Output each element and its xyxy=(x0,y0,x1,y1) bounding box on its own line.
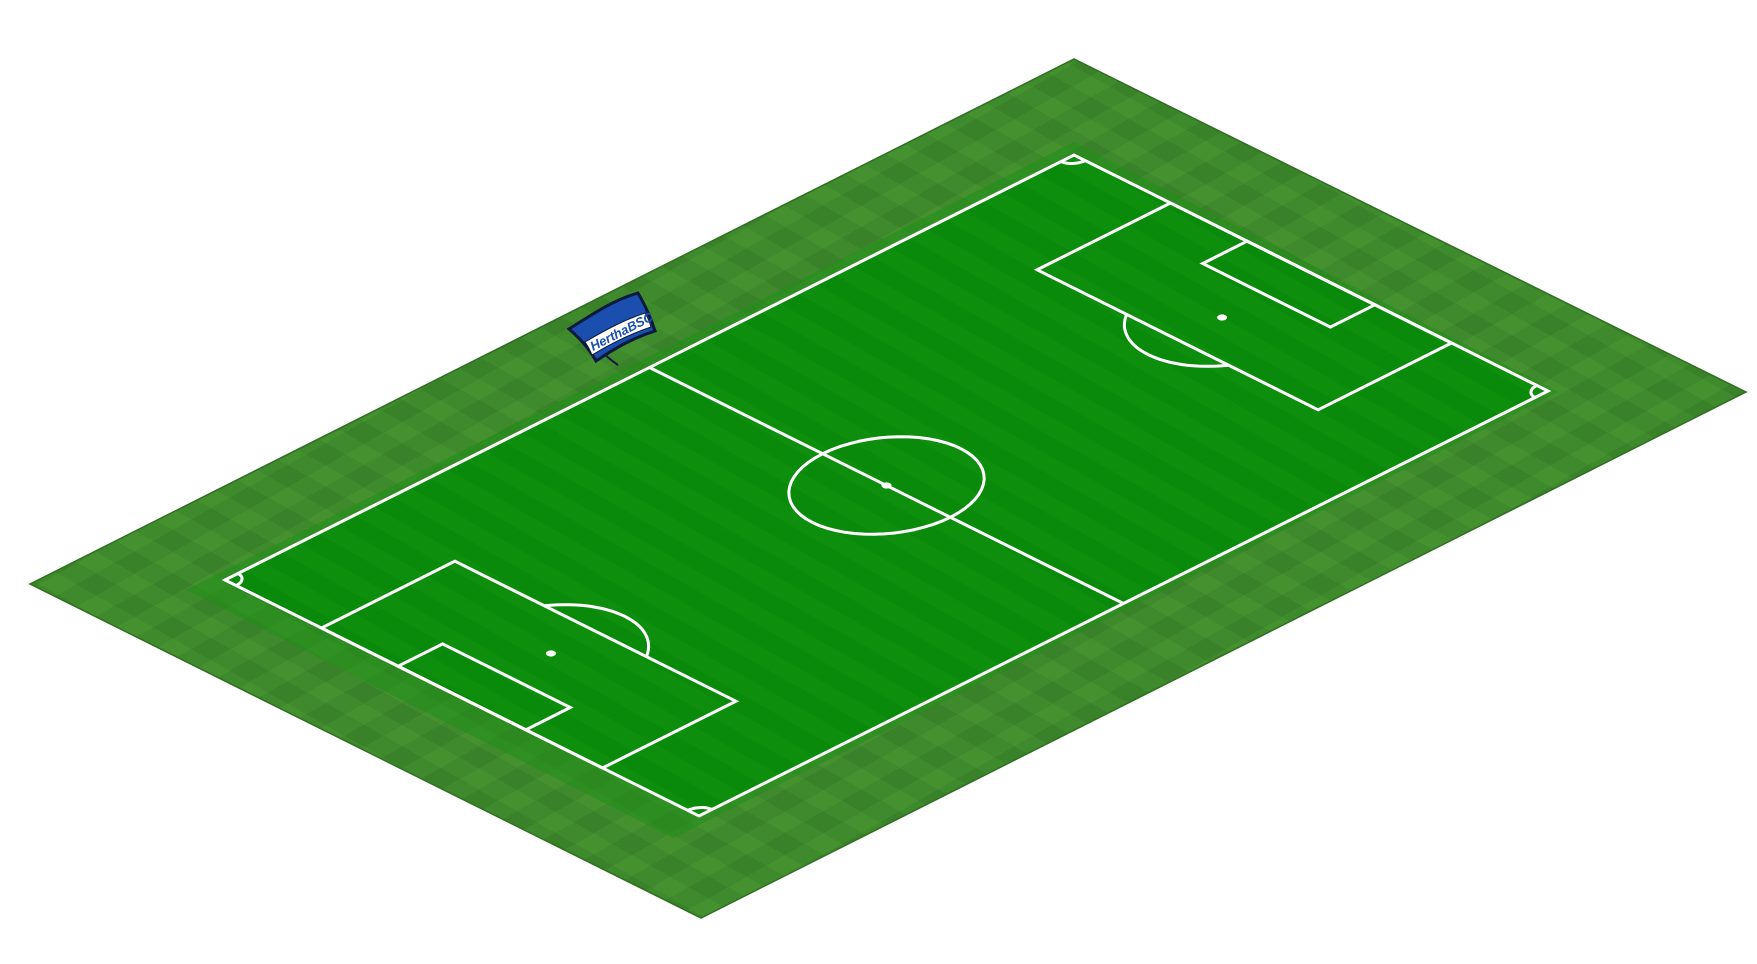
penalty-spot-right xyxy=(1217,314,1228,321)
pitch-markings xyxy=(221,153,1552,818)
corner-arc-left-top xyxy=(235,572,244,587)
penalty-arc-right xyxy=(1122,313,1229,368)
goal-area-left xyxy=(394,642,574,732)
hertha-bsc-flag-icon[interactable]: HerthaBSC xyxy=(566,291,657,366)
corner-arc-right-bottom xyxy=(1529,384,1538,399)
corner-arc-left-bottom xyxy=(687,806,713,812)
flag-stripe xyxy=(584,312,652,356)
centre-spot xyxy=(881,482,892,489)
outer-turf-edge xyxy=(28,58,1748,919)
penalty-spot-left xyxy=(545,650,556,657)
penalty-arc-left xyxy=(544,603,651,658)
goal-area-right xyxy=(1199,239,1379,329)
centre-circle xyxy=(787,435,986,536)
corner-arc-right-top xyxy=(1060,159,1086,165)
